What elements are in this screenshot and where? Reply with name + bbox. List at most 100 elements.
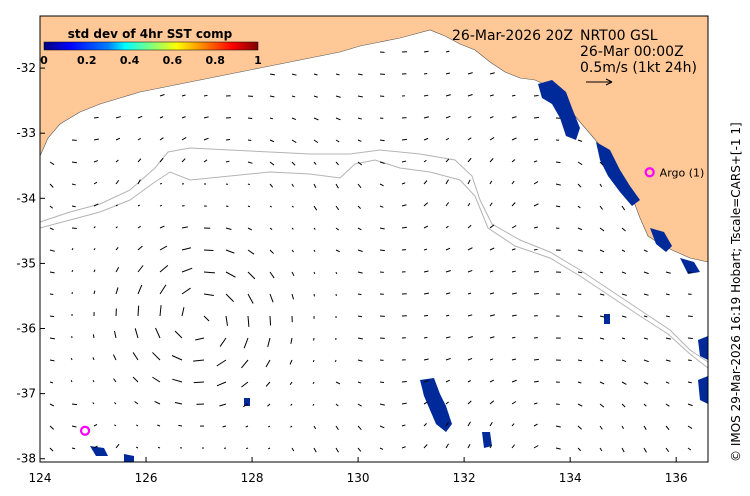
current-arrow <box>216 359 227 367</box>
current-arrow <box>423 50 429 53</box>
current-arrow <box>290 425 293 428</box>
current-arrow <box>577 337 583 340</box>
current-arrow <box>268 425 271 428</box>
current-arrow <box>423 248 428 251</box>
current-arrow <box>467 72 473 75</box>
current-arrow <box>71 205 76 208</box>
current-arrow <box>159 94 165 97</box>
current-arrow <box>621 271 627 274</box>
current-arrow <box>467 116 472 119</box>
current-arrow <box>335 425 339 431</box>
current-arrow <box>445 137 450 141</box>
current-arrow <box>445 72 451 75</box>
current-arrow <box>511 248 516 251</box>
current-arrow <box>599 293 605 296</box>
current-arrow <box>312 359 315 363</box>
current-arrow <box>533 358 539 361</box>
current-arrow <box>247 227 253 231</box>
current-arrow <box>577 359 583 362</box>
colorbar-gradient <box>43 41 259 51</box>
current-arrow <box>489 400 495 405</box>
current-arrow <box>379 403 385 406</box>
current-arrow <box>181 116 186 119</box>
current-arrow <box>291 271 295 277</box>
current-arrow <box>445 158 450 163</box>
current-arrow <box>423 225 429 229</box>
current-arrow <box>313 95 318 98</box>
current-arrow <box>489 358 494 361</box>
current-arrow <box>115 287 119 295</box>
current-arrow <box>313 249 316 252</box>
current-arrow <box>291 183 294 187</box>
current-arrow <box>115 226 118 229</box>
current-arrow <box>335 117 341 121</box>
x-tick-label: 136 <box>665 471 688 485</box>
current-arrow <box>423 180 428 185</box>
current-arrow <box>178 424 183 427</box>
argo-float-marker-icon[interactable] <box>644 167 655 178</box>
current-arrow <box>115 443 120 449</box>
current-arrow <box>511 423 515 427</box>
current-arrow <box>445 50 450 53</box>
current-arrow <box>181 247 192 251</box>
current-arrow <box>357 249 363 253</box>
current-arrow <box>247 315 250 327</box>
current-arrow <box>511 137 517 141</box>
current-arrow <box>115 159 119 163</box>
current-arrow <box>93 445 98 449</box>
current-arrow <box>159 284 167 295</box>
current-arrow <box>219 337 227 347</box>
current-arrow <box>379 425 385 429</box>
current-arrow <box>599 425 603 430</box>
current-arrow <box>357 205 361 209</box>
current-arrow <box>401 424 406 427</box>
current-arrow <box>357 337 363 340</box>
current-arrow <box>137 305 140 317</box>
current-arrow <box>423 270 429 273</box>
current-arrow <box>137 225 141 229</box>
current-arrow <box>423 444 428 449</box>
current-arrow <box>313 447 317 453</box>
float-marker-icon[interactable] <box>79 425 91 436</box>
current-arrow <box>489 314 495 317</box>
current-arrow <box>379 227 385 230</box>
current-arrow <box>93 160 99 163</box>
current-arrow <box>291 73 297 76</box>
current-arrow <box>174 402 183 405</box>
current-arrow <box>269 73 276 76</box>
current-arrow <box>245 425 249 428</box>
current-arrow <box>511 159 516 163</box>
current-arrow <box>467 357 473 361</box>
current-arrow <box>93 269 96 273</box>
current-arrow <box>181 226 188 229</box>
colorbar-tick-label: 1 <box>254 54 262 67</box>
current-arrow <box>577 161 583 166</box>
current-arrow <box>134 328 139 339</box>
current-arrow <box>71 248 74 251</box>
current-arrow <box>357 95 363 98</box>
current-arrow <box>423 72 428 75</box>
current-arrow <box>423 116 429 119</box>
current-arrow <box>401 226 407 229</box>
x-tick-label: 124 <box>29 471 52 485</box>
current-arrow <box>665 425 670 431</box>
current-arrow <box>357 403 362 407</box>
current-arrow <box>533 423 538 427</box>
current-arrow <box>511 292 517 295</box>
current-arrow <box>159 225 165 229</box>
current-arrow <box>621 227 626 232</box>
vector-scale-label: 0.5m/s (1kt 24h) <box>580 60 697 76</box>
current-arrow <box>379 447 384 450</box>
current-arrow <box>71 403 78 406</box>
current-arrow <box>621 249 626 252</box>
current-arrow <box>621 359 627 363</box>
colorbar-tick-label: 0.4 <box>120 54 140 67</box>
current-arrow <box>291 95 296 98</box>
current-arrow <box>555 183 561 186</box>
current-vector-field <box>49 50 693 453</box>
current-arrow <box>335 381 341 385</box>
current-arrow <box>687 315 693 318</box>
current-arrow <box>155 327 161 339</box>
current-arrow <box>219 403 227 407</box>
